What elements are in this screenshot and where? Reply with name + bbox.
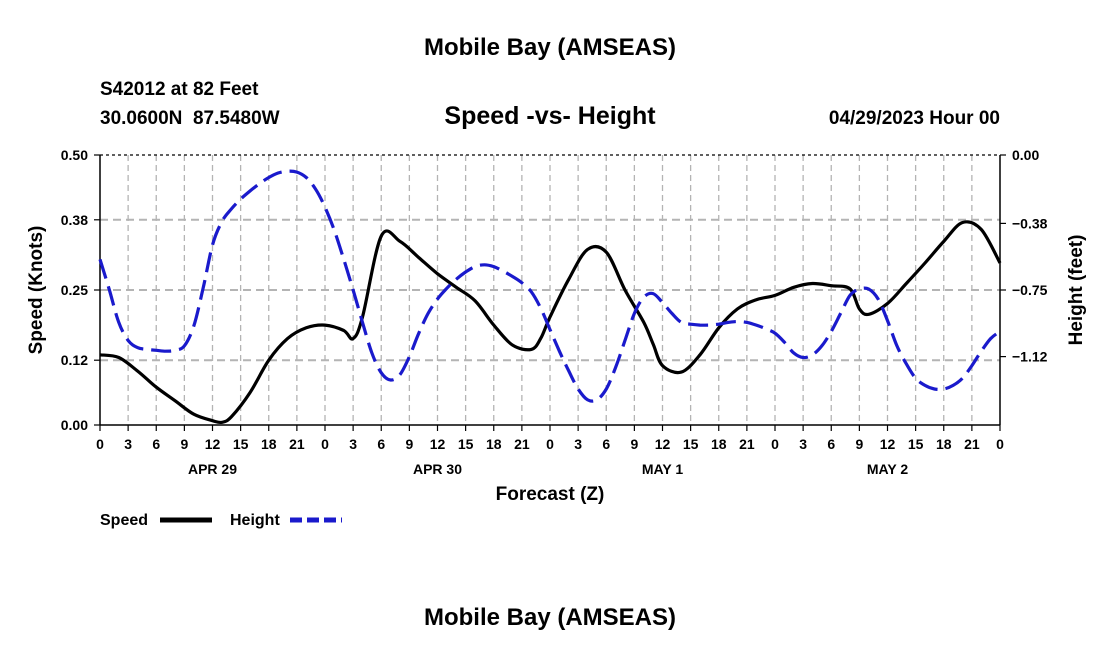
- legend-height-label: Height: [230, 512, 280, 529]
- x-tick-label: 15: [458, 436, 474, 452]
- x-tick-label: 12: [205, 436, 221, 452]
- date-label: APR 29: [188, 461, 237, 477]
- x-tick-label: 9: [180, 436, 188, 452]
- x-tick-label: 21: [739, 436, 755, 452]
- x-tick-label: 9: [405, 436, 413, 452]
- y-tick-label-right: −0.75: [1012, 282, 1048, 298]
- x-tick-label: 18: [261, 436, 277, 452]
- series-line-speed: [99, 220, 1002, 425]
- chart-subtitle: Speed -vs- Height: [444, 102, 656, 130]
- x-tick-label: 9: [630, 436, 638, 452]
- legend-speed-label: Speed: [100, 512, 148, 529]
- x-tick-label: 21: [289, 436, 305, 452]
- x-tick-label: 12: [880, 436, 896, 452]
- x-tick-label: 3: [799, 436, 807, 452]
- datetime-label: 04/29/2023 Hour 00: [829, 108, 1000, 129]
- series-group: [98, 169, 1002, 425]
- station-label: S42012 at 82 Feet: [100, 79, 259, 100]
- y-tick-label-left: 0.38: [61, 212, 88, 228]
- y-tick-label-left: 0.00: [61, 417, 88, 433]
- axis-ticks: 0 3 6 9 12 15 18 21 0 3 6 9 12 15 18 21 0 3 6 9 12 15 18 21 0 3 6 9…: [61, 147, 1048, 477]
- x-tick-label: 3: [574, 436, 582, 452]
- x-tick-label: 0: [96, 436, 104, 452]
- y-tick-label-right: −0.38: [1012, 215, 1048, 231]
- x-tick-label: 15: [683, 436, 699, 452]
- x-tick-label: 15: [233, 436, 249, 452]
- x-tick-label: 21: [964, 436, 980, 452]
- x-tick-label: 21: [514, 436, 530, 452]
- y-tick-label-right: 0.00: [1012, 147, 1039, 163]
- x-axis-label: Forecast (Z): [496, 484, 605, 505]
- x-tick-label: 15: [908, 436, 924, 452]
- y-tick-label-left: 0.12: [61, 352, 88, 368]
- date-label: APR 30: [413, 461, 462, 477]
- y-tick-label-left: 0.50: [61, 147, 88, 163]
- legend: Speed Height: [100, 512, 342, 529]
- y-tick-label-right: −1.12: [1012, 349, 1048, 365]
- x-tick-label: 0: [996, 436, 1004, 452]
- x-tick-label: 9: [855, 436, 863, 452]
- x-tick-label: 3: [124, 436, 132, 452]
- y-tick-label-left: 0.25: [61, 282, 88, 298]
- date-label: MAY 1: [642, 461, 683, 477]
- x-tick-label: 12: [430, 436, 446, 452]
- x-tick-label: 3: [349, 436, 357, 452]
- bottom-title: Mobile Bay (AMSEAS): [424, 604, 676, 631]
- x-tick-label: 0: [546, 436, 554, 452]
- x-tick-label: 0: [771, 436, 779, 452]
- x-tick-label: 18: [936, 436, 952, 452]
- x-tick-label: 12: [655, 436, 671, 452]
- x-tick-label: 18: [711, 436, 727, 452]
- series-line-height: [98, 169, 1001, 403]
- location-label: 30.0600N 87.5480W: [100, 108, 280, 129]
- x-tick-label: 0: [321, 436, 329, 452]
- x-tick-label: 6: [602, 436, 610, 452]
- x-tick-label: 6: [152, 436, 160, 452]
- x-tick-label: 6: [377, 436, 385, 452]
- y-axis-right-label: Height (feet): [1066, 235, 1087, 346]
- date-label: MAY 2: [867, 461, 908, 477]
- x-tick-label: 18: [486, 436, 502, 452]
- y-axis-left-label: Speed (Knots): [26, 226, 47, 355]
- grid: [100, 155, 1000, 425]
- x-tick-label: 6: [827, 436, 835, 452]
- top-title: Mobile Bay (AMSEAS): [424, 34, 676, 61]
